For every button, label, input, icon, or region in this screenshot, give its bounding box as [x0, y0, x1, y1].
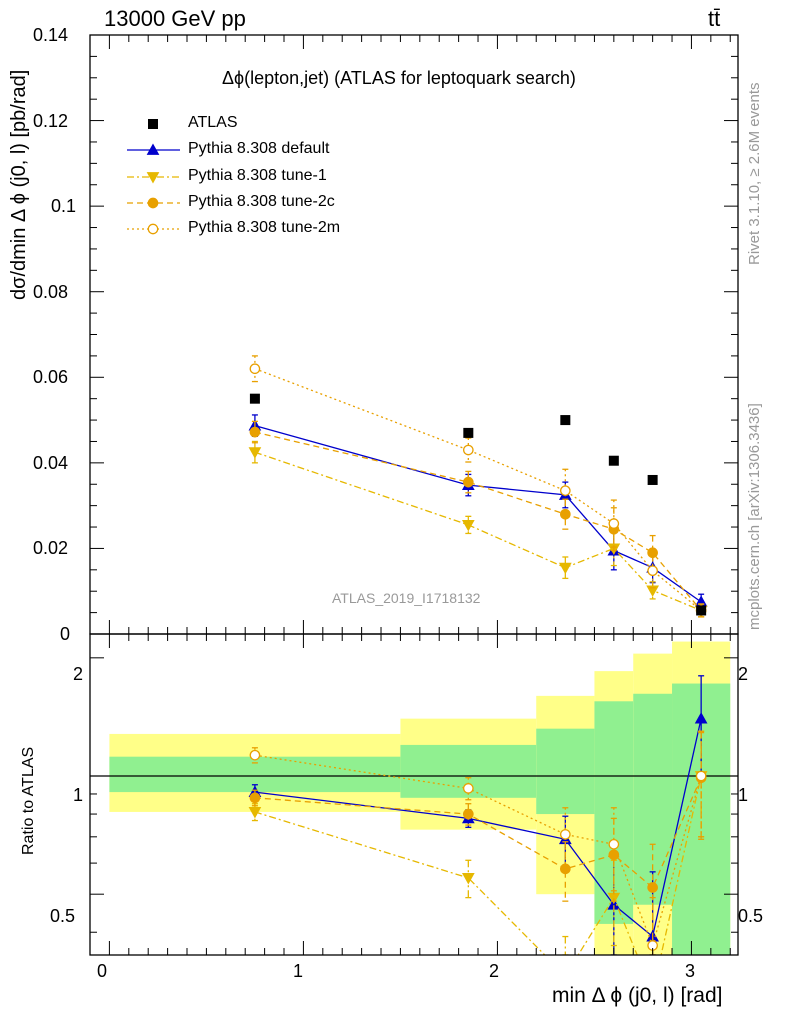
main-point-3-0 — [249, 426, 261, 438]
legend-marker-1 — [146, 143, 160, 155]
ratio-uncertainty-bands — [90, 641, 738, 955]
ratio-y-tick-right-2: 2 — [738, 664, 749, 684]
ratio-point-1-5 — [694, 712, 708, 724]
x-tick-2: 2 — [489, 961, 500, 981]
ratio-line-3 — [254, 777, 702, 889]
ratio-point-3-0 — [249, 792, 261, 804]
ratio-y-axis-label: Ratio to ATLAS — [20, 746, 37, 855]
main-point-4-1 — [462, 444, 474, 456]
ratio-line-2 — [254, 775, 702, 955]
main-y-tick-4: 0.08 — [33, 282, 69, 302]
ratio-point-4-3 — [608, 838, 620, 850]
ratio-y-tick-right-1: 1 — [738, 785, 749, 805]
mcplots-side-label: mcplots.cern.ch [arXiv:1306.3436] — [746, 403, 763, 630]
ratio-line-1 — [254, 718, 702, 938]
ratio-point-4-5 — [695, 770, 707, 782]
main-line-3 — [254, 431, 702, 611]
main-point-4-2 — [560, 485, 571, 496]
x-tick-0: 0 — [97, 961, 108, 981]
ratio-y-tick-left-2: 2 — [73, 664, 84, 684]
x-axis-label: min Δ ϕ (j0, l) [rad] — [552, 984, 723, 1007]
main-point-2-1 — [461, 519, 475, 532]
main-y-tick-5: 0.1 — [51, 196, 77, 216]
ratio-point-4-1 — [462, 783, 474, 794]
main-line-1 — [254, 424, 702, 603]
main-y-axis-label: dσ/dmin Δ ϕ (j0, l) [pb/rad] — [8, 69, 30, 300]
main-panel-marks — [248, 355, 708, 618]
main-y-tick-7: 0.14 — [33, 25, 69, 45]
atlas-data-point-4 — [647, 474, 658, 485]
ratio-line-4 — [254, 754, 702, 948]
main-y-tick-2: 0.04 — [33, 453, 69, 473]
main-line-2 — [254, 451, 702, 612]
main-y-tick-3: 0.06 — [33, 367, 69, 387]
ratio-point-4-0 — [249, 749, 261, 761]
main-line-4 — [254, 368, 702, 612]
legend-marker-4 — [147, 223, 159, 235]
ratio-point-3-1 — [462, 808, 474, 820]
legend-marker-2 — [146, 172, 160, 184]
main-point-4-0 — [249, 363, 261, 375]
main-point-2-0 — [248, 447, 262, 459]
atlas-data-point-0 — [249, 393, 260, 404]
x-tick-3: 3 — [685, 961, 696, 981]
main-y-tick-1: 0.02 — [33, 538, 69, 558]
watermark-label: ATLAS_2019_I1718132 — [332, 590, 481, 606]
energy-label: 13000 GeV pp — [104, 6, 246, 31]
main-point-4-3 — [608, 518, 620, 529]
ratio-point-2-0 — [248, 807, 262, 819]
main-point-2-2 — [558, 562, 572, 575]
atlas-data-point-5 — [696, 605, 707, 616]
main-title: Δϕ(lepton,jet) (ATLAS for leptoquark sea… — [222, 68, 576, 88]
ratio-y-tick-left-1: 1 — [73, 785, 84, 805]
atlas-data-point-3 — [608, 455, 619, 466]
legend-label-default: Pythia 8.308 default — [188, 140, 330, 157]
main-point-3-4 — [647, 547, 658, 559]
ratio-point-4-2 — [560, 829, 571, 840]
ratio-y-tick-right-0: 0.5 — [738, 906, 764, 926]
ratio-frame — [89, 633, 739, 956]
process-label: tt̄ — [708, 6, 721, 31]
ratio-point-3-4 — [647, 882, 658, 893]
atlas-data-point-1 — [463, 427, 474, 438]
ratio-panel-marks — [248, 675, 708, 955]
atlas-data-point-2 — [560, 415, 571, 426]
ratio-y-tick-left-0: 0.5 — [50, 906, 76, 926]
legend-label-tune-1: Pythia 8.308 tune-1 — [188, 167, 327, 184]
legend-marker-atlas — [148, 119, 158, 129]
legend-marks — [127, 119, 180, 235]
main-point-4-4 — [647, 565, 658, 577]
legend-marker-3 — [147, 197, 159, 209]
main-point-3-1 — [462, 476, 474, 488]
main-y-tick-0: 0 — [60, 624, 71, 644]
ratio-green-band-2 — [536, 728, 595, 815]
plot-frames — [89, 34, 739, 956]
legend-label-tune-2m: Pythia 8.308 tune-2m — [188, 219, 341, 236]
x-tick-1: 1 — [293, 961, 304, 981]
ratio-point-2-1 — [461, 873, 475, 885]
legend-label-tune-2c: Pythia 8.308 tune-2c — [188, 193, 335, 210]
rivet-side-label: Rivet 3.1.10, ≥ 2.6M events — [746, 82, 763, 266]
legend-label-atlas: ATLAS — [188, 114, 238, 131]
main-y-tick-6: 0.12 — [33, 111, 69, 131]
